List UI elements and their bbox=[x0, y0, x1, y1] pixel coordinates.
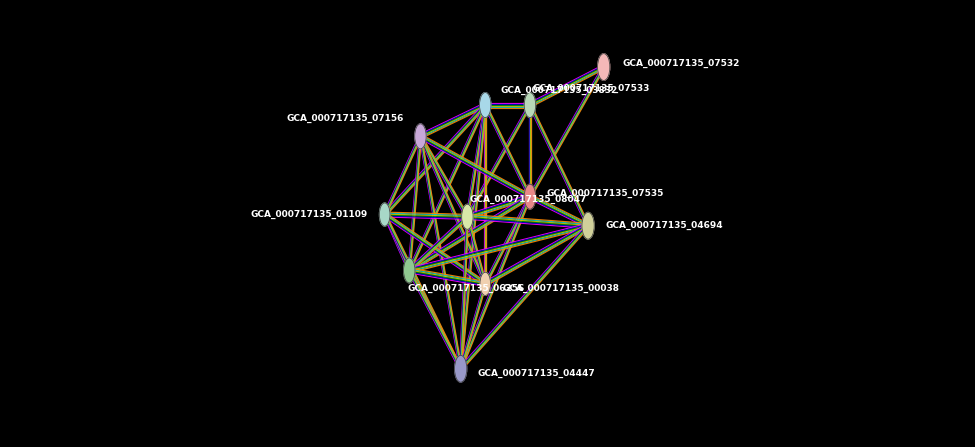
Ellipse shape bbox=[598, 54, 610, 80]
Ellipse shape bbox=[454, 355, 467, 382]
Ellipse shape bbox=[404, 258, 415, 283]
Text: GCA_000717135_07532: GCA_000717135_07532 bbox=[622, 59, 740, 68]
Ellipse shape bbox=[525, 93, 535, 118]
Text: GCA_000717135_04694: GCA_000717135_04694 bbox=[605, 221, 722, 230]
Ellipse shape bbox=[525, 184, 535, 209]
Ellipse shape bbox=[414, 124, 426, 149]
Ellipse shape bbox=[582, 212, 594, 239]
Text: GCA_000717135_01109: GCA_000717135_01109 bbox=[251, 210, 368, 219]
Text: GCA_000717135_03832: GCA_000717135_03832 bbox=[501, 86, 618, 95]
Ellipse shape bbox=[379, 203, 390, 226]
Text: GCA_000717135_06256: GCA_000717135_06256 bbox=[407, 284, 525, 293]
Text: GCA_000717135_07156: GCA_000717135_07156 bbox=[286, 114, 404, 123]
Text: GCA_000717135_08047: GCA_000717135_08047 bbox=[470, 195, 587, 204]
Ellipse shape bbox=[461, 204, 473, 229]
Text: GCA_000717135_07533: GCA_000717135_07533 bbox=[532, 84, 649, 93]
Text: GCA_000717135_07535: GCA_000717135_07535 bbox=[547, 189, 664, 198]
Text: GCA_000717135_00038: GCA_000717135_00038 bbox=[502, 284, 619, 293]
Text: GCA_000717135_04447: GCA_000717135_04447 bbox=[478, 369, 596, 378]
Ellipse shape bbox=[480, 272, 490, 295]
Ellipse shape bbox=[480, 93, 491, 118]
